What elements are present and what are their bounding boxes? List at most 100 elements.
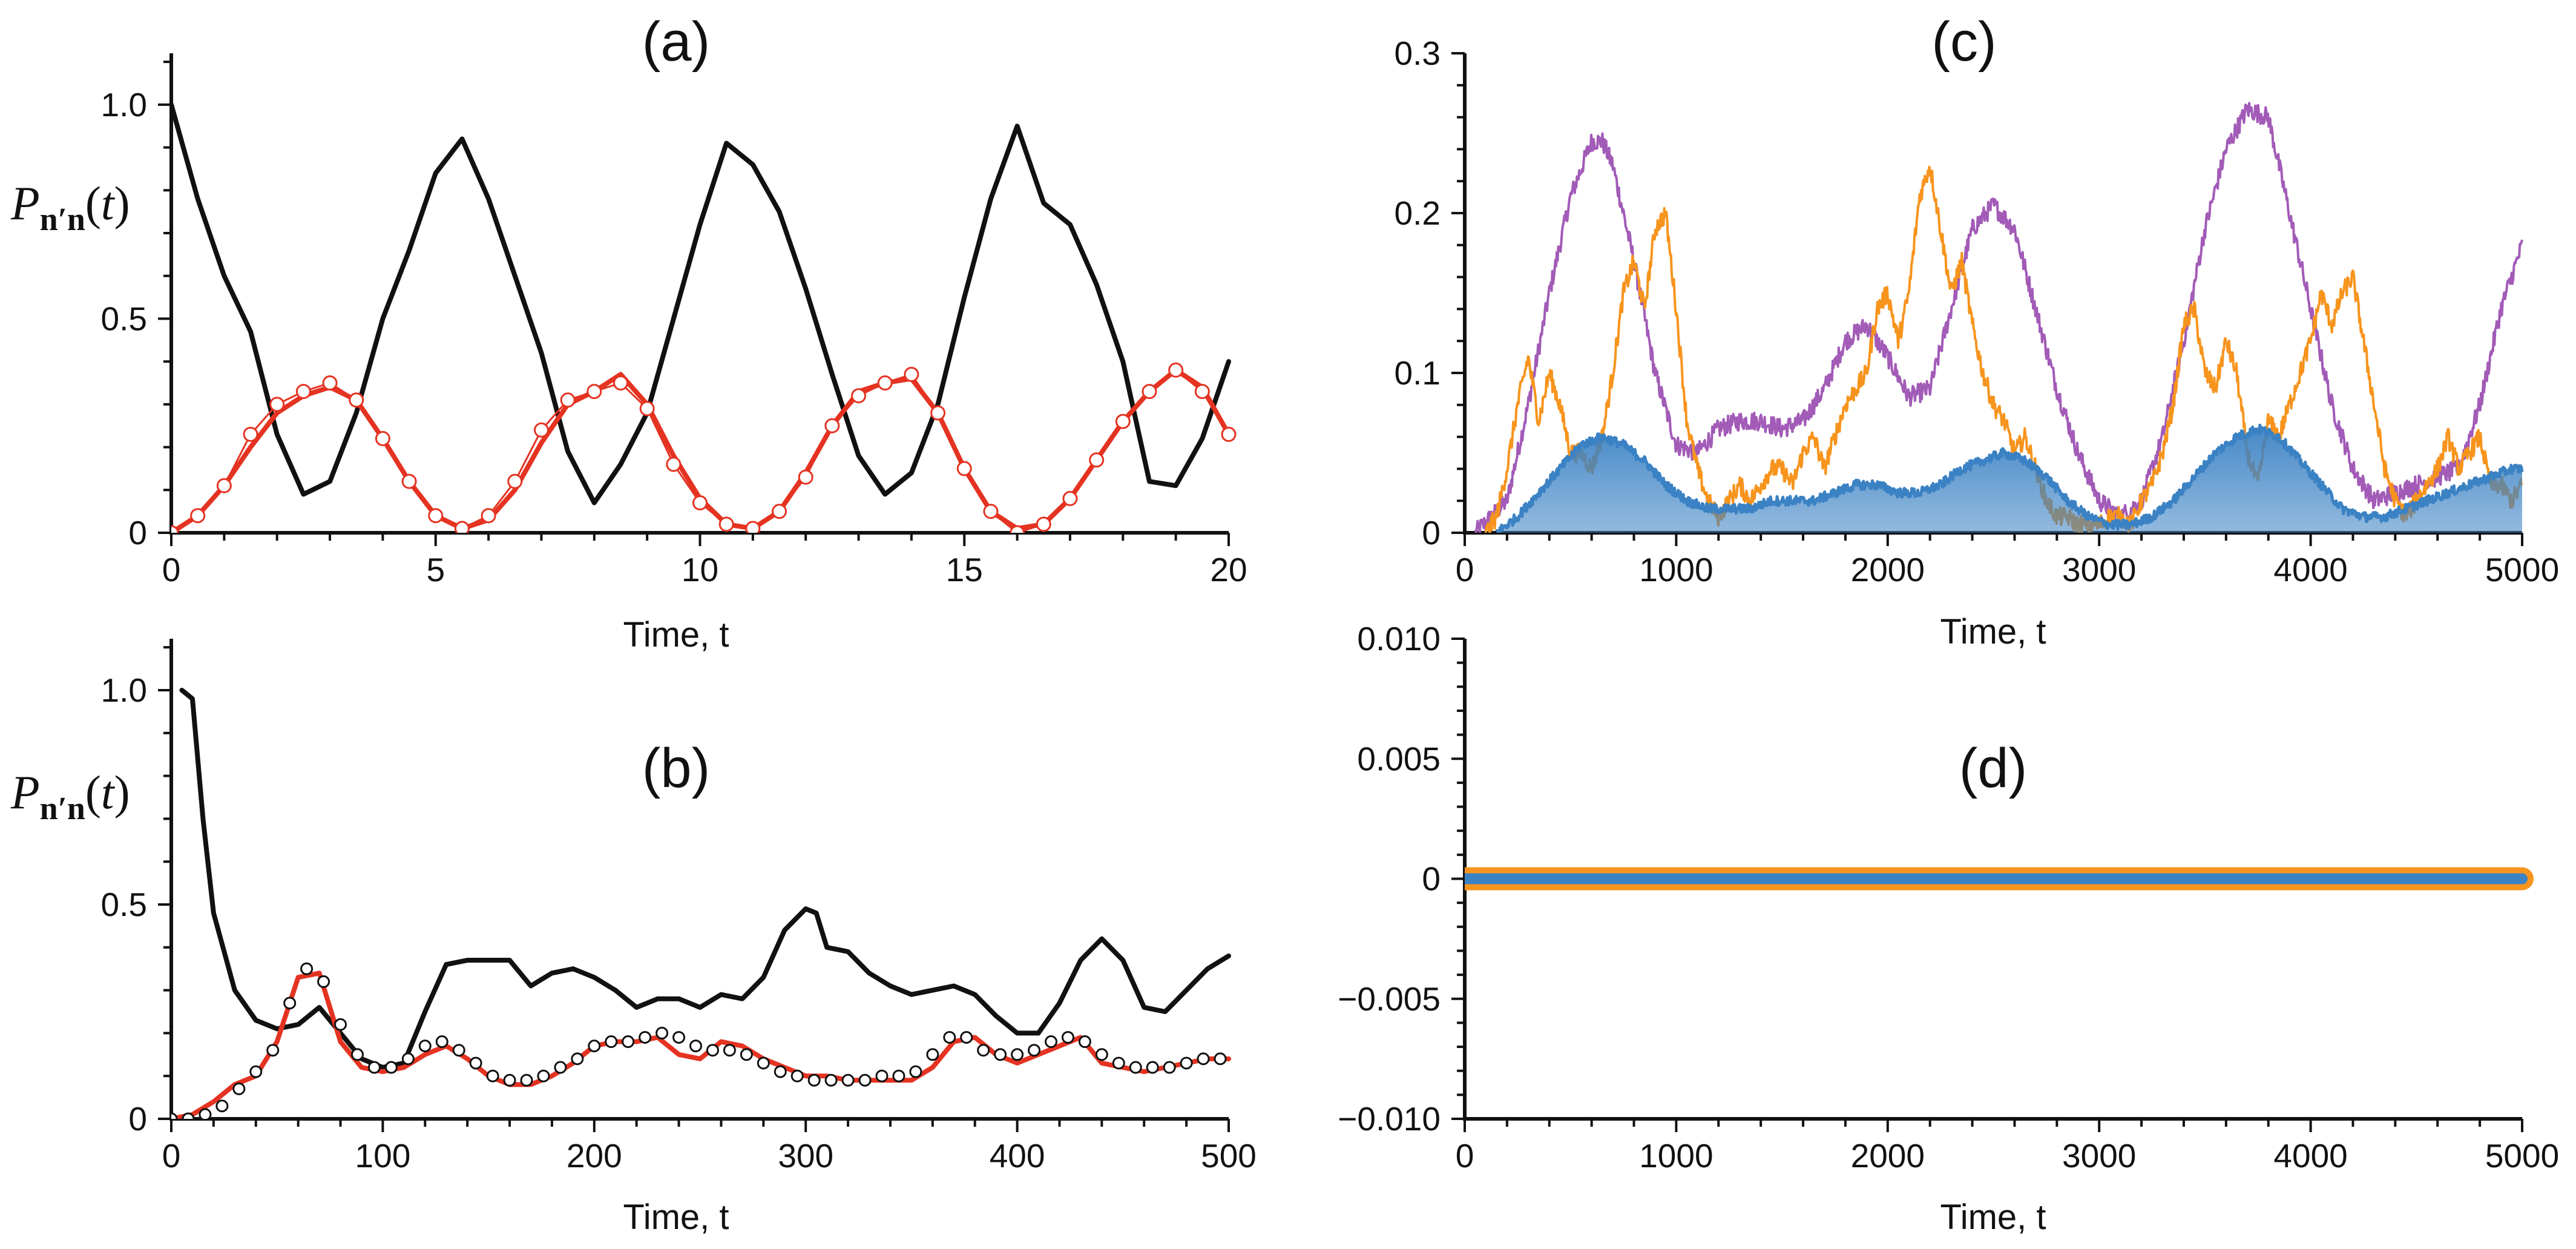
- data-point: [243, 426, 258, 442]
- x-tick-label: 10: [682, 551, 718, 588]
- data-point: [533, 422, 549, 438]
- data-point: [216, 478, 232, 493]
- x-tick-label: 5: [426, 551, 445, 588]
- x-tick-label: 3000: [2062, 551, 2136, 588]
- x-tick-label: 1000: [1639, 1137, 1713, 1175]
- data-point: [706, 1044, 719, 1057]
- data-point: [807, 1073, 821, 1087]
- series-line-transfer probability (exact): [171, 971, 1231, 1119]
- series-group: [171, 687, 1231, 1119]
- x-tick-label: 0: [1456, 1137, 1474, 1175]
- x-tick-label: 5000: [2485, 551, 2559, 588]
- x-tick-label: 0: [162, 551, 181, 588]
- y-tick-label: 0: [1422, 514, 1441, 552]
- data-point: [300, 962, 314, 975]
- data-point: [199, 1108, 212, 1119]
- panel-c-xlabel: Time, t: [1940, 612, 2046, 651]
- panel-d: 0 1000 2000 3000 4000 5000 −0.010 −0.005 0 0.005 0…: [1338, 620, 2559, 1175]
- data-point: [930, 405, 946, 421]
- data-point: [1214, 1052, 1227, 1066]
- x-tick-label: 400: [990, 1137, 1045, 1175]
- data-point: [1036, 516, 1051, 532]
- data-point: [481, 508, 496, 524]
- data-point: [1089, 452, 1105, 468]
- series-line-blue: [1495, 423, 2524, 533]
- data-point: [171, 1112, 178, 1119]
- x-tick-label: 20: [1210, 551, 1247, 588]
- x-tick-label: 100: [355, 1137, 411, 1175]
- panel-c-title: (c): [1931, 11, 1996, 73]
- data-point: [774, 1065, 787, 1078]
- data-point: [266, 1044, 280, 1057]
- x-tick-label: 2000: [1851, 551, 1925, 588]
- data-point: [401, 473, 417, 489]
- data-point: [469, 1056, 482, 1070]
- data-point: [232, 1082, 246, 1095]
- y-tick-label: 0.5: [101, 300, 147, 337]
- x-tick-label: 3000: [2062, 1137, 2136, 1175]
- data-point: [1163, 1061, 1176, 1074]
- data-point: [605, 1035, 618, 1049]
- data-point: [1197, 1052, 1210, 1066]
- data-point: [977, 1044, 990, 1057]
- data-point: [1028, 1044, 1041, 1057]
- data-point: [745, 521, 761, 533]
- data-point: [269, 397, 285, 412]
- data-point: [435, 1035, 448, 1049]
- data-point: [740, 1048, 753, 1061]
- x-tick-label: 300: [778, 1137, 833, 1175]
- data-point: [892, 1069, 905, 1083]
- data-point: [851, 388, 867, 404]
- data-point: [723, 1044, 736, 1057]
- data-point: [1061, 1030, 1074, 1044]
- series-line-return probability: [171, 102, 1231, 506]
- data-point: [1045, 1035, 1058, 1049]
- data-point: [317, 975, 330, 988]
- data-point: [858, 1073, 872, 1087]
- data-point: [375, 430, 390, 446]
- data-point: [190, 508, 206, 524]
- data-point: [841, 1073, 855, 1087]
- y-tick-label: 1.0: [101, 671, 147, 709]
- svg-text:Pn′n(t): Pn′n(t): [10, 177, 130, 237]
- y-tick-label: −0.005: [1338, 980, 1441, 1018]
- x-tick-label: 0: [1456, 551, 1474, 588]
- data-point: [1142, 384, 1157, 400]
- data-point: [824, 1073, 838, 1087]
- y-tick-label: 0.3: [1395, 35, 1441, 72]
- series-line-purple: [1474, 102, 2523, 533]
- y-tick-label: 0: [128, 1100, 147, 1138]
- data-point: [824, 418, 840, 433]
- data-point: [1078, 1035, 1091, 1049]
- y-tick-label: 0.1: [1395, 354, 1441, 392]
- data-point: [1010, 525, 1025, 533]
- panel-b-xlabel: Time, t: [623, 1198, 729, 1237]
- data-point: [367, 1061, 381, 1074]
- data-point: [666, 456, 682, 472]
- data-point: [718, 516, 734, 532]
- x-tick-label: 0: [162, 1137, 181, 1175]
- panel-d-title: (d): [1959, 737, 2027, 799]
- y-tick-label: 1.0: [101, 86, 147, 124]
- y-tick-label: 0: [1422, 860, 1441, 898]
- series-group: [171, 102, 1237, 533]
- panel-b-ylabel: Pn′n(t): [10, 766, 130, 826]
- data-point: [1146, 1061, 1159, 1074]
- y-tick-label: 0.005: [1357, 740, 1441, 777]
- data-point: [486, 1069, 499, 1083]
- series-area-blue: [1496, 425, 2522, 533]
- panel-a: 0 5 10 15 20 0 0.5 1.0: [101, 53, 1247, 588]
- data-point: [639, 1030, 652, 1044]
- x-tick-label: 1000: [1639, 551, 1713, 588]
- x-tick-label: 15: [946, 551, 983, 588]
- data-point: [689, 1040, 703, 1053]
- data-point: [418, 1040, 432, 1053]
- x-tick-label: 500: [1201, 1137, 1257, 1175]
- panel-a-ylabel: Pn′n(t): [10, 177, 130, 237]
- data-point: [428, 508, 444, 524]
- data-point: [1112, 1056, 1125, 1070]
- data-point: [295, 384, 311, 400]
- data-point: [798, 469, 813, 485]
- data-point: [1011, 1048, 1024, 1061]
- data-point: [283, 997, 297, 1010]
